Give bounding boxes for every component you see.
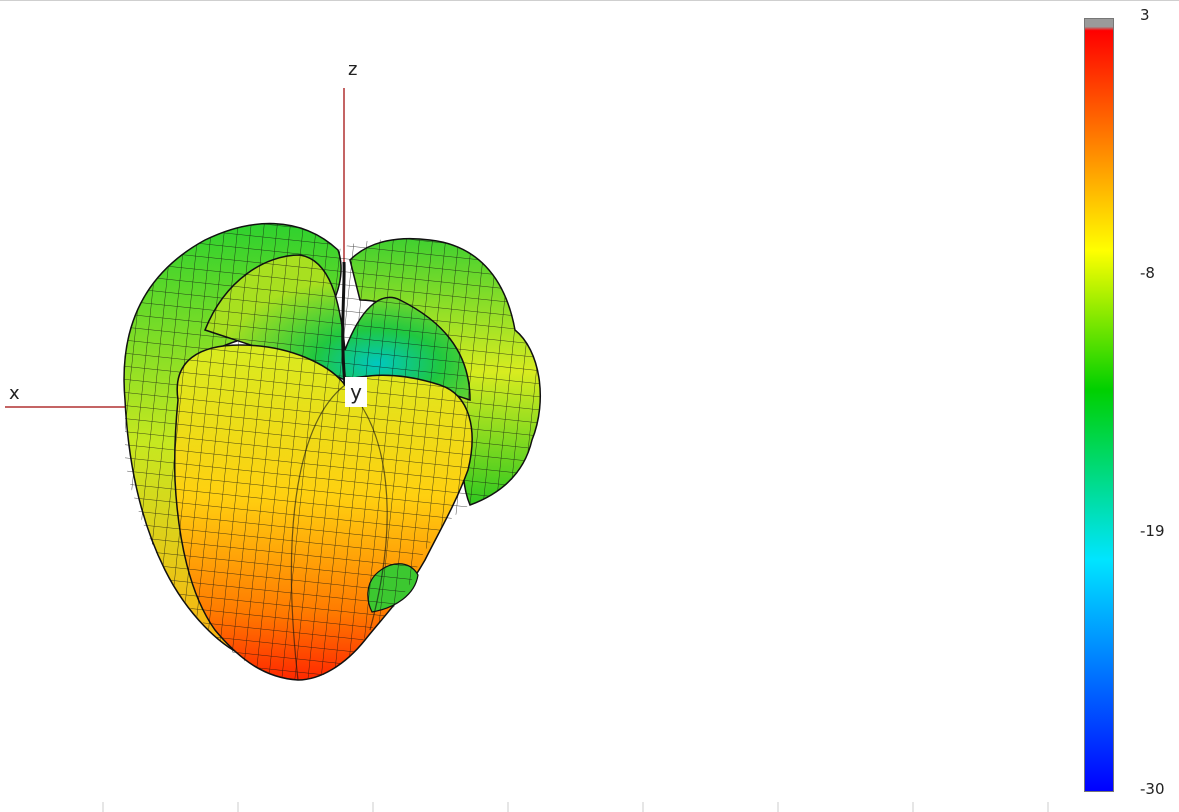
y-axis-label: y (345, 377, 367, 407)
radiation-pattern-surface (123, 222, 542, 681)
bottom-tick-marks (102, 802, 1049, 812)
colorbar-tick-label: -8 (1140, 264, 1155, 282)
pattern-mesh (124, 223, 541, 680)
colorbar (1084, 18, 1114, 792)
colorbar-tick-label: 3 (1140, 6, 1150, 24)
z-axis-label: z (348, 59, 358, 80)
colorbar-tick-label: -19 (1140, 522, 1165, 540)
colorbar-tick-label: -30 (1140, 780, 1165, 798)
top-border (0, 0, 1179, 1)
x-axis-label: x (9, 383, 20, 404)
